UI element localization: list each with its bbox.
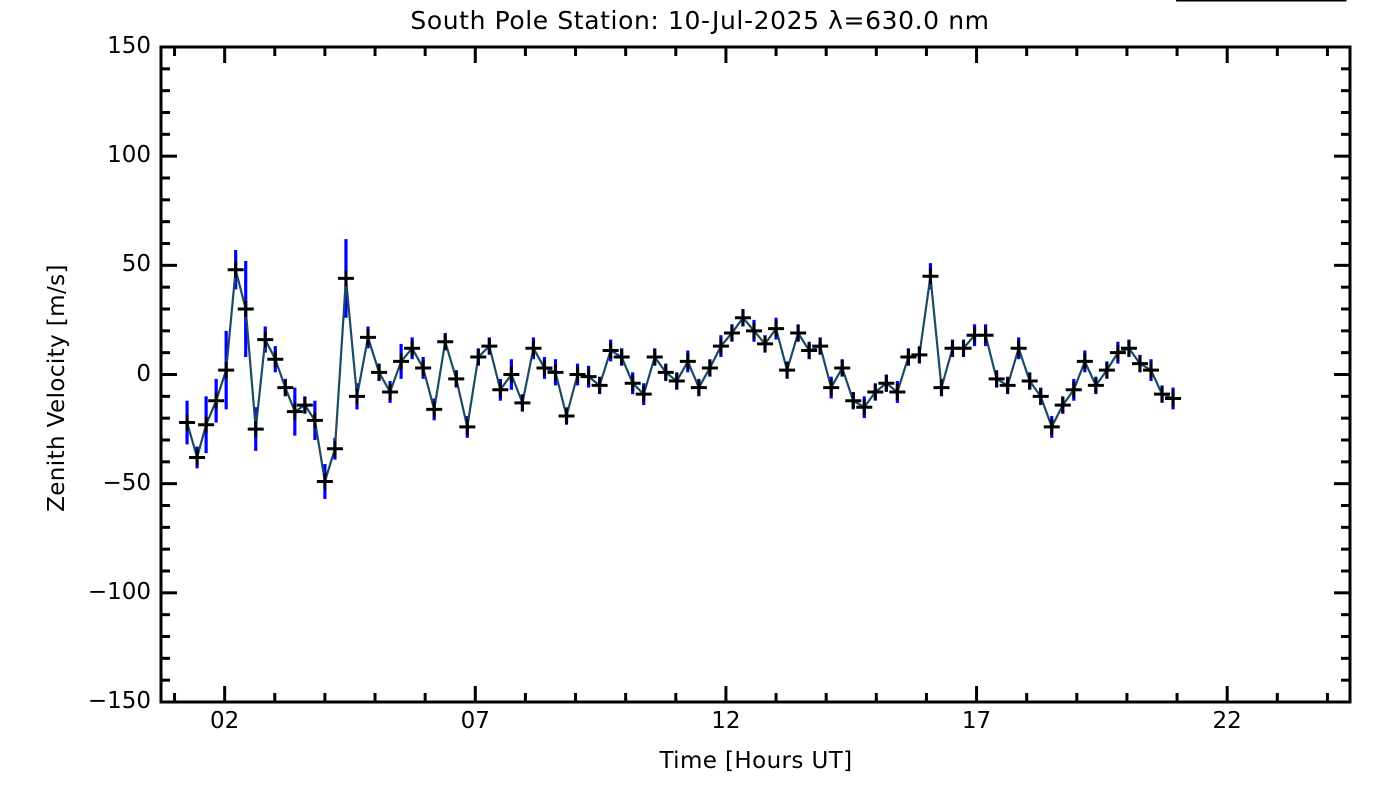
x-tick-label: 02 [210, 708, 240, 734]
y-tick-label: −100 [87, 578, 151, 605]
y-tick-label: −150 [87, 688, 151, 714]
y-tick-label: −50 [102, 469, 151, 496]
x-axis-label: Time [Hours UT] [659, 748, 853, 774]
y-tick-label: 0 [136, 360, 151, 387]
y-tick-label: 150 [107, 33, 151, 59]
data-markers [179, 0, 1347, 490]
axis-ticks [161, 45, 1350, 704]
x-tick-label: 22 [1212, 708, 1242, 734]
page-title: South Pole Station: 10-Jul-2025 λ=630.0 … [410, 6, 990, 35]
x-tick-label: 17 [961, 708, 992, 734]
y-tick-label: 50 [121, 251, 151, 278]
y-tick-label: 100 [107, 142, 151, 169]
x-tick-label: 07 [460, 708, 490, 734]
x-tick-label: 12 [711, 708, 741, 734]
